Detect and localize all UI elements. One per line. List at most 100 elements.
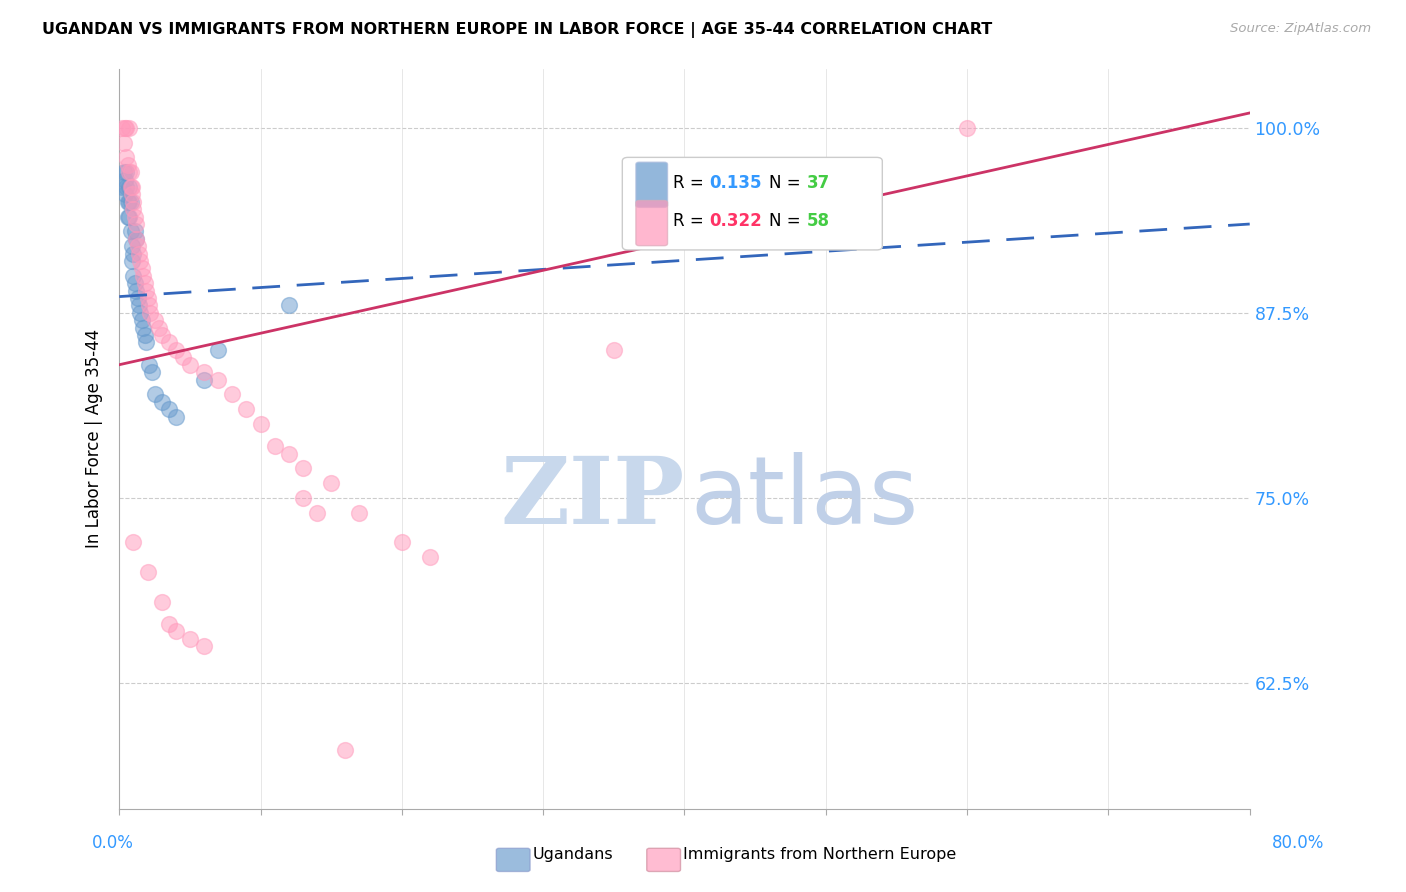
Point: [125, 232, 148, 246]
Point: [391, 535, 413, 549]
FancyBboxPatch shape: [623, 157, 883, 250]
Point: [135, 284, 157, 298]
Point: [291, 491, 314, 505]
Point: [134, 328, 156, 343]
Point: [235, 402, 257, 417]
Text: 37: 37: [807, 174, 830, 192]
Point: [143, 313, 166, 327]
Point: [120, 224, 142, 238]
Point: [120, 180, 142, 194]
Point: [124, 277, 146, 291]
FancyBboxPatch shape: [636, 162, 668, 207]
Point: [165, 624, 187, 639]
Text: 58: 58: [807, 212, 830, 230]
Point: [112, 165, 135, 179]
Point: [118, 194, 141, 209]
Point: [143, 387, 166, 401]
Point: [115, 165, 138, 179]
Point: [118, 210, 141, 224]
Point: [124, 210, 146, 224]
Text: N =: N =: [769, 212, 806, 230]
Point: [121, 180, 143, 194]
Text: N =: N =: [769, 174, 806, 192]
Point: [114, 172, 136, 186]
Point: [165, 343, 187, 357]
Text: 0.322: 0.322: [710, 212, 762, 230]
Point: [122, 202, 145, 217]
Point: [122, 246, 145, 260]
Point: [165, 409, 187, 424]
Point: [603, 343, 626, 357]
Point: [277, 446, 299, 460]
Point: [157, 402, 180, 417]
Point: [131, 313, 153, 327]
Point: [111, 180, 134, 194]
Point: [129, 306, 152, 320]
Point: [127, 291, 149, 305]
Point: [121, 187, 143, 202]
Point: [179, 358, 201, 372]
Point: [131, 261, 153, 276]
Point: [956, 120, 979, 135]
Point: [141, 365, 163, 379]
Point: [117, 210, 139, 224]
Point: [150, 394, 173, 409]
Text: atlas: atlas: [690, 452, 918, 544]
Point: [122, 535, 145, 549]
Point: [172, 351, 194, 365]
Point: [128, 246, 150, 260]
Point: [139, 306, 162, 320]
Point: [321, 476, 343, 491]
Point: [138, 358, 160, 372]
Point: [277, 298, 299, 312]
Text: 0.0%: 0.0%: [91, 834, 134, 852]
Text: 0.135: 0.135: [710, 174, 762, 192]
Point: [122, 194, 145, 209]
Point: [157, 616, 180, 631]
Point: [193, 372, 215, 386]
Point: [138, 298, 160, 312]
Point: [335, 743, 357, 757]
Point: [132, 268, 155, 283]
Point: [118, 165, 141, 179]
Point: [125, 232, 148, 246]
Point: [114, 120, 136, 135]
Point: [349, 506, 371, 520]
Point: [121, 254, 143, 268]
Point: [129, 254, 152, 268]
Point: [132, 320, 155, 334]
Point: [120, 194, 142, 209]
Point: [115, 180, 138, 194]
Point: [136, 291, 159, 305]
Text: Source: ZipAtlas.com: Source: ZipAtlas.com: [1230, 22, 1371, 36]
Point: [193, 639, 215, 653]
Point: [135, 335, 157, 350]
FancyBboxPatch shape: [636, 201, 668, 245]
Point: [263, 439, 285, 453]
Point: [122, 268, 145, 283]
Text: Immigrants from Northern Europe: Immigrants from Northern Europe: [683, 847, 956, 862]
Point: [291, 461, 314, 475]
Point: [134, 277, 156, 291]
Point: [221, 387, 243, 401]
Point: [115, 150, 138, 164]
Point: [150, 328, 173, 343]
Point: [121, 239, 143, 253]
Point: [112, 136, 135, 150]
Point: [207, 372, 229, 386]
Point: [249, 417, 271, 431]
Text: 80.0%: 80.0%: [1272, 834, 1324, 852]
Point: [124, 224, 146, 238]
Point: [157, 335, 180, 350]
Y-axis label: In Labor Force | Age 35-44: In Labor Force | Age 35-44: [86, 329, 103, 549]
Point: [125, 217, 148, 231]
Point: [114, 187, 136, 202]
Point: [125, 284, 148, 298]
Point: [115, 120, 138, 135]
Point: [120, 165, 142, 179]
Point: [117, 194, 139, 209]
Text: R =: R =: [673, 174, 709, 192]
Point: [207, 343, 229, 357]
Text: Ugandans: Ugandans: [533, 847, 613, 862]
Text: R =: R =: [673, 212, 709, 230]
